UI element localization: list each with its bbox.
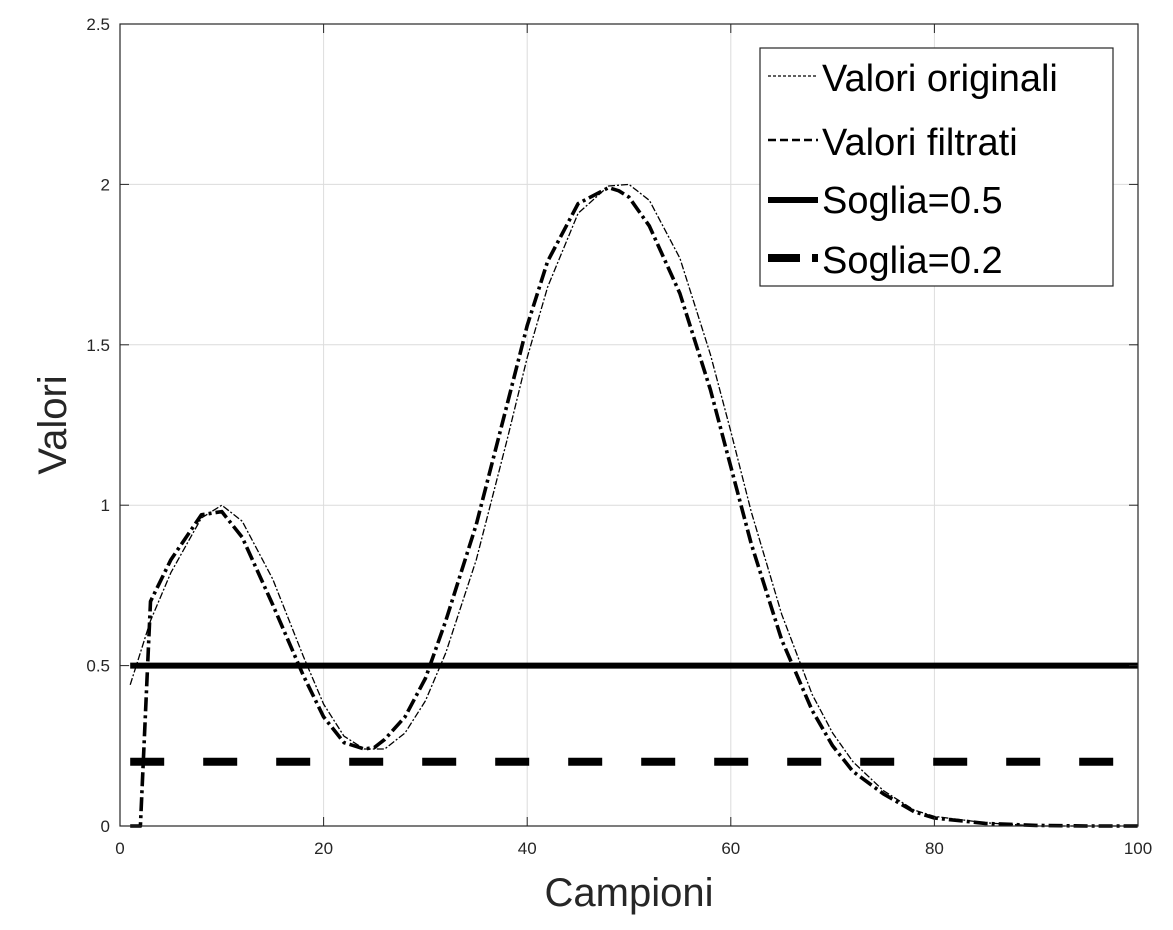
y-tick-label: 2.5 (86, 15, 110, 34)
y-tick-label: 1.5 (86, 336, 110, 355)
y-tick-label: 2 (101, 175, 110, 194)
y-tick-label: 0 (101, 817, 110, 836)
x-tick-label: 20 (314, 839, 333, 858)
series-layer (129, 183, 1138, 828)
legend-entry-soglia-05: Soglia=0.5 (768, 180, 1003, 222)
x-tick-label: 100 (1124, 839, 1152, 858)
x-axis-label: Campioni (545, 871, 714, 915)
legend-label-soglia-05: Soglia=0.5 (822, 180, 1003, 222)
x-tick-label: 60 (721, 839, 740, 858)
x-tick-label: 40 (518, 839, 537, 858)
y-tick-label: 1 (101, 496, 110, 515)
legend-label-valori-originali: Valori originali (822, 58, 1058, 100)
legend: Valori originali Valori filtrati Soglia=… (759, 47, 1114, 287)
y-axis-label: Valori (31, 375, 75, 474)
plot-frame (119, 23, 1139, 827)
x-tick-label: 0 (115, 839, 124, 858)
x-tick-label: 80 (925, 839, 944, 858)
ticks: 0 20 40 60 80 100 0 0.5 1 1.5 2 2.5 (86, 15, 1152, 858)
series-line-valori-originali (129, 183, 1138, 827)
legend-entry-soglia-02: Soglia=0.2 (768, 240, 1003, 282)
legend-label-valori-filtrati: Valori filtrati (822, 122, 1018, 164)
legend-label-soglia-02: Soglia=0.2 (822, 240, 1003, 282)
legend-entry-valori-originali: Valori originali (768, 58, 1058, 100)
legend-box (759, 47, 1114, 287)
legend-entry-valori-filtrati: Valori filtrati (768, 122, 1018, 164)
series-line-valori-filtrati (130, 185, 1138, 828)
y-tick-label: 0.5 (86, 657, 110, 676)
